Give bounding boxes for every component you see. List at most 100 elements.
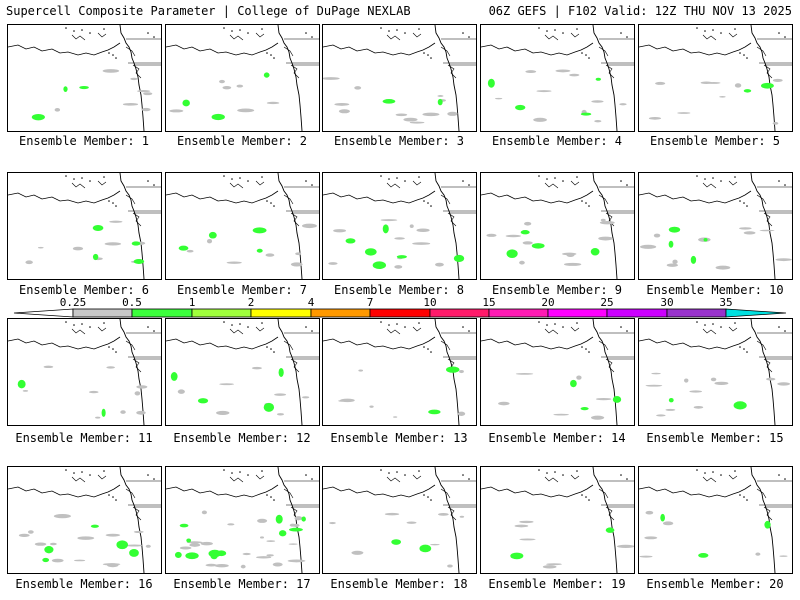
scp-green-area — [263, 402, 275, 412]
ensemble-member-map — [7, 172, 162, 280]
colorbar-segment — [606, 308, 668, 318]
ensemble-member-label: Ensemble Member: 12 — [173, 431, 311, 445]
scp-gray-area — [700, 81, 713, 85]
scp-gray-area — [715, 265, 731, 270]
colorbar-segment — [310, 308, 371, 318]
scp-gray-area — [639, 555, 653, 558]
scp-gray-area — [295, 252, 302, 256]
scp-gray-area — [102, 69, 120, 73]
north-pacific-map — [323, 467, 476, 573]
colorbar-tick-label: 25 — [600, 296, 614, 309]
scp-green-area — [185, 552, 199, 560]
scp-green-area — [612, 396, 622, 403]
north-pacific-map — [8, 467, 161, 573]
colorbar-tick-label: 7 — [366, 296, 374, 309]
scp-gray-area — [340, 398, 355, 403]
north-pacific-map — [639, 173, 792, 279]
scp-gray-area — [486, 233, 497, 237]
scp-gray-area — [394, 265, 403, 269]
ensemble-member-label: Ensemble Member: 6 — [18, 283, 150, 297]
scp-green-area — [531, 243, 545, 249]
scp-gray-area — [409, 121, 425, 124]
scp-gray-area — [598, 236, 613, 241]
scp-green-area — [131, 241, 141, 246]
scp-green-area — [42, 557, 50, 563]
scp-gray-area — [240, 564, 246, 569]
north-pacific-map — [639, 467, 792, 573]
scp-green-area — [256, 248, 263, 253]
colorbar-tick-label: 2 — [247, 296, 255, 309]
scp-gray-area — [272, 562, 283, 567]
scp-gray-area — [743, 231, 756, 235]
scp-green-area — [391, 539, 402, 545]
scp-gray-area — [519, 260, 525, 265]
north-pacific-map — [481, 467, 634, 573]
scp-green-area — [170, 372, 178, 381]
ensemble-member-label: Ensemble Member: 11 — [15, 431, 153, 445]
scp-gray-area — [77, 536, 95, 540]
scp-green-area — [116, 540, 129, 550]
scp-green-area — [278, 530, 287, 537]
scp-green-area — [743, 89, 752, 93]
scp-gray-area — [684, 378, 689, 383]
scp-gray-area — [645, 510, 654, 515]
scp-gray-area — [186, 541, 203, 544]
scp-gray-area — [256, 556, 272, 559]
scp-gray-area — [237, 108, 255, 113]
scp-green-area — [515, 104, 526, 111]
scp-gray-area — [120, 410, 126, 414]
scp-gray-area — [201, 510, 207, 515]
scp-gray-area — [22, 389, 29, 392]
scp-gray-area — [719, 95, 726, 98]
scp-gray-area — [354, 86, 362, 90]
scp-gray-area — [72, 246, 84, 251]
ensemble-member-map — [322, 24, 477, 132]
north-pacific-map — [166, 319, 319, 425]
ensemble-member-label: Ensemble Member: 20 — [646, 577, 784, 591]
scp-gray-area — [666, 263, 679, 267]
scp-gray-area — [422, 112, 440, 117]
scp-gray-area — [134, 391, 141, 396]
ensemble-member-label: Ensemble Member: 18 — [330, 577, 468, 591]
scp-green-area — [580, 406, 589, 411]
ensemble-member-label: Ensemble Member: 15 — [646, 431, 784, 445]
scp-green-area — [510, 552, 524, 560]
scp-gray-area — [329, 521, 336, 525]
north-pacific-map — [8, 25, 161, 131]
scp-gray-area — [437, 513, 449, 516]
scp-green-area — [372, 261, 387, 270]
scp-gray-area — [242, 552, 251, 556]
scp-gray-area — [369, 405, 374, 408]
scp-gray-area — [546, 563, 562, 566]
scp-gray-area — [214, 564, 229, 568]
ensemble-member-map — [165, 318, 320, 426]
scp-gray-area — [334, 103, 350, 106]
colorbar-tick-label: 30 — [660, 296, 674, 309]
scp-gray-area — [266, 540, 276, 542]
scp-gray-area — [755, 552, 761, 556]
ensemble-member-label: Ensemble Member: 9 — [491, 283, 623, 297]
ensemble-member-map — [165, 24, 320, 132]
scp-gray-area — [126, 544, 143, 547]
scp-gray-area — [457, 411, 466, 416]
scp-green-area — [668, 398, 674, 403]
scp-gray-area — [519, 538, 536, 541]
scp-green-area — [698, 553, 709, 558]
scp-gray-area — [74, 559, 86, 562]
scp-gray-area — [200, 541, 213, 546]
scp-green-area — [44, 546, 54, 554]
scp-gray-area — [384, 512, 400, 516]
ensemble-member-map — [480, 318, 635, 426]
colorbar-tick-label: 20 — [541, 296, 555, 309]
scp-gray-area — [219, 79, 225, 84]
scp-gray-area — [179, 546, 192, 550]
scp-green-area — [446, 366, 460, 373]
scp-gray-area — [105, 533, 121, 537]
scp-gray-area — [37, 246, 44, 249]
colorbar-tick-label: 0.5 — [122, 296, 142, 309]
scp-gray-area — [206, 239, 213, 244]
scp-gray-area — [266, 554, 274, 557]
scp-gray-area — [775, 258, 792, 262]
north-pacific-map — [166, 173, 319, 279]
scp-gray-area — [43, 365, 54, 369]
